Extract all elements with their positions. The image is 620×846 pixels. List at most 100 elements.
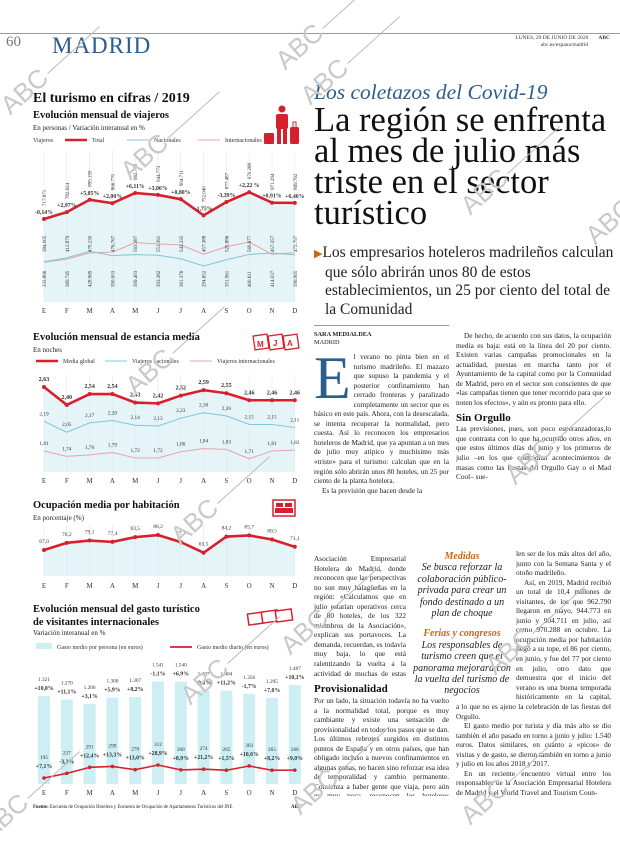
x-tick-label: J [179,789,182,797]
data-point [224,768,229,773]
x-tick-label: S [224,477,228,485]
line-value-label: 265 [268,747,276,753]
value-label-nacionales: 333.866 [43,270,48,287]
bar-change-label: +6,9% [173,672,190,678]
value-label-total: 866.770 [111,173,116,190]
paragraph: Por un lado, la situación todavía no ha … [314,696,449,796]
x-tick-label: A [201,477,206,485]
x-tick-label: A [110,582,115,590]
value-label-nacionales: 369.745 [66,270,71,287]
data-point [201,388,206,393]
value-label: 85,7 [244,524,254,530]
value-label-internacionales: 551.391 [157,235,162,252]
top-rule [0,33,620,34]
value-label-internacionales: 412.879 [66,235,71,252]
x-tick-label: A [201,582,206,590]
area-fill [44,192,295,302]
data-point [270,768,274,773]
value-label: 2,59 [198,380,209,386]
value-label: 1,71 [245,449,255,455]
line-change-label: +7,1% [36,764,53,770]
line-change-label: +12,4% [80,753,99,759]
data-point [42,385,46,389]
value-label-internacionales: 470.230 [89,235,94,252]
x-tick-label: D [292,307,297,315]
value-label-internacionales: 472.797 [294,235,299,252]
value-label-total: 717.871 [43,189,48,206]
value-label-internacionales: 525.886 [225,235,230,252]
data-point [201,767,206,772]
area-fill [44,387,295,472]
bar [38,696,50,784]
data-point [110,539,115,544]
paragraph: Las previsiones, pues, son poco esperanz… [456,424,611,482]
paragraph: El gasto medio por turista y día más alt… [456,721,611,769]
change-label: +0,91% [262,194,281,200]
change-label: +0,80% [171,190,190,196]
legend-nacionales: Nacionales [154,138,181,144]
date: LUNES, 29 DE JUNIO DE 2020 [515,35,589,41]
value-label-total: 871.294 [271,173,276,190]
value-label-internacionales: 476.767 [111,235,116,252]
value-label: 1,83 [222,439,232,445]
legend-title: Viajeros [33,138,54,144]
data-point [42,776,46,780]
value-label: 2,54 [84,384,95,390]
x-tick-label: S [224,307,228,315]
value-label: 2,46 [244,390,255,396]
bar [288,685,301,784]
author: SARA MEDIALDEA [314,331,372,338]
pullquote-label: Medidas [444,551,480,562]
value-label: 1,81 [39,441,49,447]
data-point [178,540,183,545]
source-label: Fuente: [33,805,49,810]
value-label: 2,14 [131,415,141,421]
article-kicker: Los coletazos del Covid-19 [314,80,548,104]
value-label: 2,15 [267,414,277,420]
legend-nacionales: Viajeros nacionales [132,359,179,365]
value-label-internacionales: 569.677 [248,235,253,252]
pullquote-label: Ferias y congresos [423,628,501,640]
bar [83,703,96,784]
x-tick-label: A [110,789,115,797]
value-label-internacionales: 457.257 [271,235,276,252]
bar-change-label: +11,2% [217,681,236,687]
paragraph: En un reciente encuentro virtual entre l… [456,768,611,797]
bar [152,681,164,784]
value-label-total: 899.199 [89,170,94,187]
x-tick-label: A [110,307,115,315]
data-point [293,768,297,772]
banknotes-icon [246,608,294,626]
value-label-internacionales: 384.005 [43,235,48,252]
bar [60,699,73,784]
value-label-total: 752.040 [203,186,208,203]
value-label: 2,17 [85,413,95,419]
bar-change-label: -1,7% [242,684,257,690]
paragraph: De hecho, de acuerdo con sus datos, la o… [456,331,611,407]
body-col1-a: E l verano no pinta bien en el turismo m… [314,352,449,554]
line-value-label: 299 [108,743,116,749]
line-change-label: +13,3% [103,752,122,758]
value-label: 2,46 [290,390,301,396]
bar-change-label: +7,0% [264,688,281,694]
data-point [247,533,252,538]
value-label: 1,72 [153,448,163,454]
value-label: 2,63 [39,377,50,383]
article-subhead: ▶Los empresarios hoteleros madrileños ca… [314,244,614,319]
x-tick-label: F [65,789,69,797]
line-value-label: 195 [40,755,48,761]
line-change-label: +28,9% [148,751,167,757]
x-tick-label: M [86,307,93,315]
x-tick-label: J [179,477,182,485]
x-tick-label: N [269,307,274,315]
legend-gasto-diario: Gasto medio diario (en euros) [197,644,269,651]
line-nacionales [43,412,295,433]
data-point [133,400,138,405]
x-tick-label: N [269,477,274,485]
x-tick-label: O [247,307,252,315]
chart-title-viajeros: Evolución mensual de viajeros [33,110,170,121]
bar-value-label: 1.206 [84,685,96,691]
change-label: +6,46% [285,194,304,200]
value-label: 79,1 [85,530,95,536]
